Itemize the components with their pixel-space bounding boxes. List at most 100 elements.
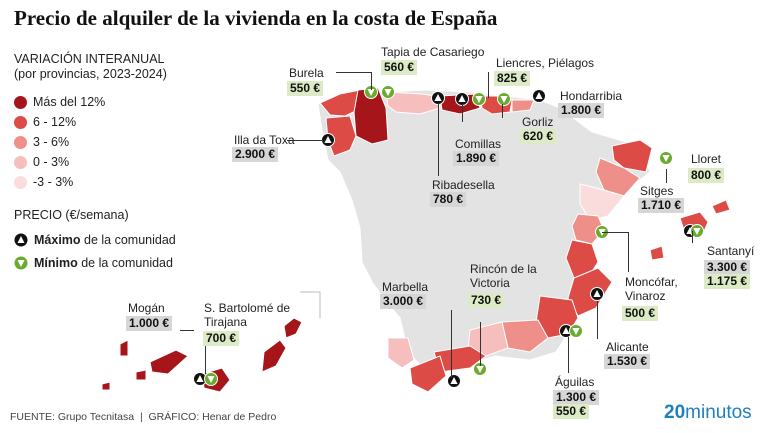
- label-sitges: Sitges: [640, 184, 674, 198]
- legend-item: -3 - 3%: [14, 174, 73, 190]
- brand-number: 20: [664, 402, 686, 423]
- marker-min-santanyi[interactable]: [690, 224, 704, 238]
- brand-logo[interactable]: 20minutos: [664, 402, 752, 424]
- price-burela: 550 €: [287, 81, 324, 96]
- label-liencres: Liencres, Piélagos: [496, 56, 595, 70]
- region-girona: [611, 139, 653, 173]
- leader-line: [692, 231, 693, 243]
- legend-label: 0 - 3%: [33, 155, 70, 169]
- label-burela: Burela: [289, 66, 324, 80]
- price-toxa: 2.900 €: [232, 147, 279, 162]
- price-ribadesella: 780 €: [430, 192, 467, 207]
- marker-min-aguilas[interactable]: [569, 324, 583, 338]
- source-credit: FUENTE: Grupo Tecnitasa | GRÁFICO: Henar…: [10, 411, 277, 423]
- marker-max-comillas[interactable]: [455, 92, 469, 106]
- leader-line: [480, 322, 481, 366]
- leader-line: [205, 346, 206, 374]
- label-ribadesella: Ribadesella: [432, 178, 495, 192]
- legend-min-rest: de la comunidad: [77, 256, 173, 270]
- leader-line: [602, 232, 628, 233]
- map-title: Precio de alquiler de la vivienda en la …: [14, 6, 498, 30]
- marker-layer: [193, 85, 704, 388]
- island-fuerteventura: [261, 339, 287, 373]
- island-tenerife: [149, 349, 189, 375]
- leader-line: [597, 301, 598, 339]
- legend-swatch: [14, 135, 27, 149]
- marker-min-bartolome[interactable]: [204, 372, 218, 386]
- region-guipuzcoa: [511, 99, 535, 113]
- leader-line: [488, 72, 489, 98]
- label-comillas: Comillas: [455, 137, 502, 151]
- legend-max-bold: Máximo: [34, 233, 81, 247]
- price-moncofar: 500 €: [622, 306, 659, 321]
- leader-line: [371, 72, 372, 90]
- region-asturias: [385, 91, 441, 115]
- legend-variation-subtitle: (por provincias, 2023-2024): [14, 67, 167, 81]
- leader-line: [628, 232, 629, 272]
- label-bartolome: S. Bartolomé de Tirajana: [204, 301, 291, 329]
- leader-line: [287, 140, 323, 141]
- leader-line: [666, 169, 667, 183]
- island-lanzarote: [283, 317, 303, 339]
- island-ibiza: [649, 245, 665, 261]
- marker-min-rincon[interactable]: [473, 362, 487, 376]
- price-santanyi-min: 1.175 €: [704, 274, 751, 289]
- price-aguilas-min: 550 €: [553, 404, 590, 419]
- label-tapia: Tapia de Casariego: [381, 45, 485, 59]
- marker-max-ribadesella[interactable]: [431, 91, 445, 105]
- legend-min-bold: Mínimo: [34, 256, 78, 270]
- legend-label: Más del 12%: [33, 95, 106, 109]
- marker-min-burela[interactable]: [364, 85, 378, 99]
- price-mogan: 1.000 €: [126, 316, 173, 331]
- price-alicante: 1.530 €: [604, 354, 651, 369]
- label-mogan: Mogán: [128, 301, 165, 315]
- legend-variation-title: VARIACIÓN INTERANUAL: [14, 52, 165, 66]
- leader-line: [336, 72, 372, 73]
- leader-line: [438, 104, 439, 176]
- marker-max-hondarribia[interactable]: [532, 89, 546, 103]
- marker-min-tapia[interactable]: [381, 85, 395, 99]
- price-santanyi-max: 3.300 €: [704, 260, 751, 275]
- legend-label: -3 - 3%: [33, 175, 74, 189]
- region-galicia-lugo: [353, 87, 389, 145]
- price-hondarribia: 1.800 €: [558, 103, 605, 118]
- legend-price-title: PRECIO (€/semana): [14, 208, 129, 222]
- label-alicante: Alicante: [606, 340, 649, 354]
- island-hierro: [101, 381, 111, 391]
- price-aguilas-max: 1.300 €: [553, 390, 600, 405]
- legend-swatch: [14, 95, 27, 109]
- marker-max-alicante[interactable]: [590, 287, 604, 301]
- label-gorliz: Gorliz: [522, 115, 554, 129]
- brand-word: minutos: [685, 402, 752, 423]
- price-marbella: 3.000 €: [380, 294, 427, 309]
- legend-label: 6 - 12%: [33, 115, 77, 129]
- region-cadiz: [409, 355, 447, 393]
- price-lloret: 800 €: [688, 168, 725, 183]
- marker-max-toxa[interactable]: [321, 133, 335, 147]
- leader-line: [451, 310, 452, 378]
- marker-max-marbella[interactable]: [447, 374, 461, 388]
- price-rincon: 730 €: [468, 293, 505, 308]
- price-tapia: 560 €: [381, 60, 418, 75]
- legend-swatch: [14, 175, 27, 189]
- label-hondarribia: Hondarribia: [560, 89, 623, 103]
- legend-max-item: Máximo de la comunidad: [14, 232, 176, 248]
- label-marbella: Marbella: [382, 280, 429, 294]
- region-tarragona: [579, 183, 625, 221]
- label-rincon: Rincón de la Victoria: [470, 262, 537, 290]
- marker-max-aguilas[interactable]: [559, 324, 573, 338]
- marker-min-gorliz[interactable]: [497, 92, 511, 106]
- marker-min-lloret[interactable]: [659, 151, 673, 165]
- legend-label: 3 - 6%: [33, 135, 70, 149]
- region-huelva: [387, 337, 415, 369]
- island-menorca: [711, 199, 731, 215]
- legend-item: 6 - 12%: [14, 114, 76, 130]
- label-toxa: Illa da Toxa: [234, 133, 295, 147]
- leader-line: [180, 330, 194, 331]
- island-gomera: [135, 369, 147, 381]
- region-alicante: [567, 267, 613, 317]
- marker-min-liencres[interactable]: [472, 92, 486, 106]
- legend-max-rest: de la comunidad: [80, 233, 176, 247]
- label-aguilas: Águilas: [555, 375, 595, 389]
- legend-swatch: [14, 115, 27, 129]
